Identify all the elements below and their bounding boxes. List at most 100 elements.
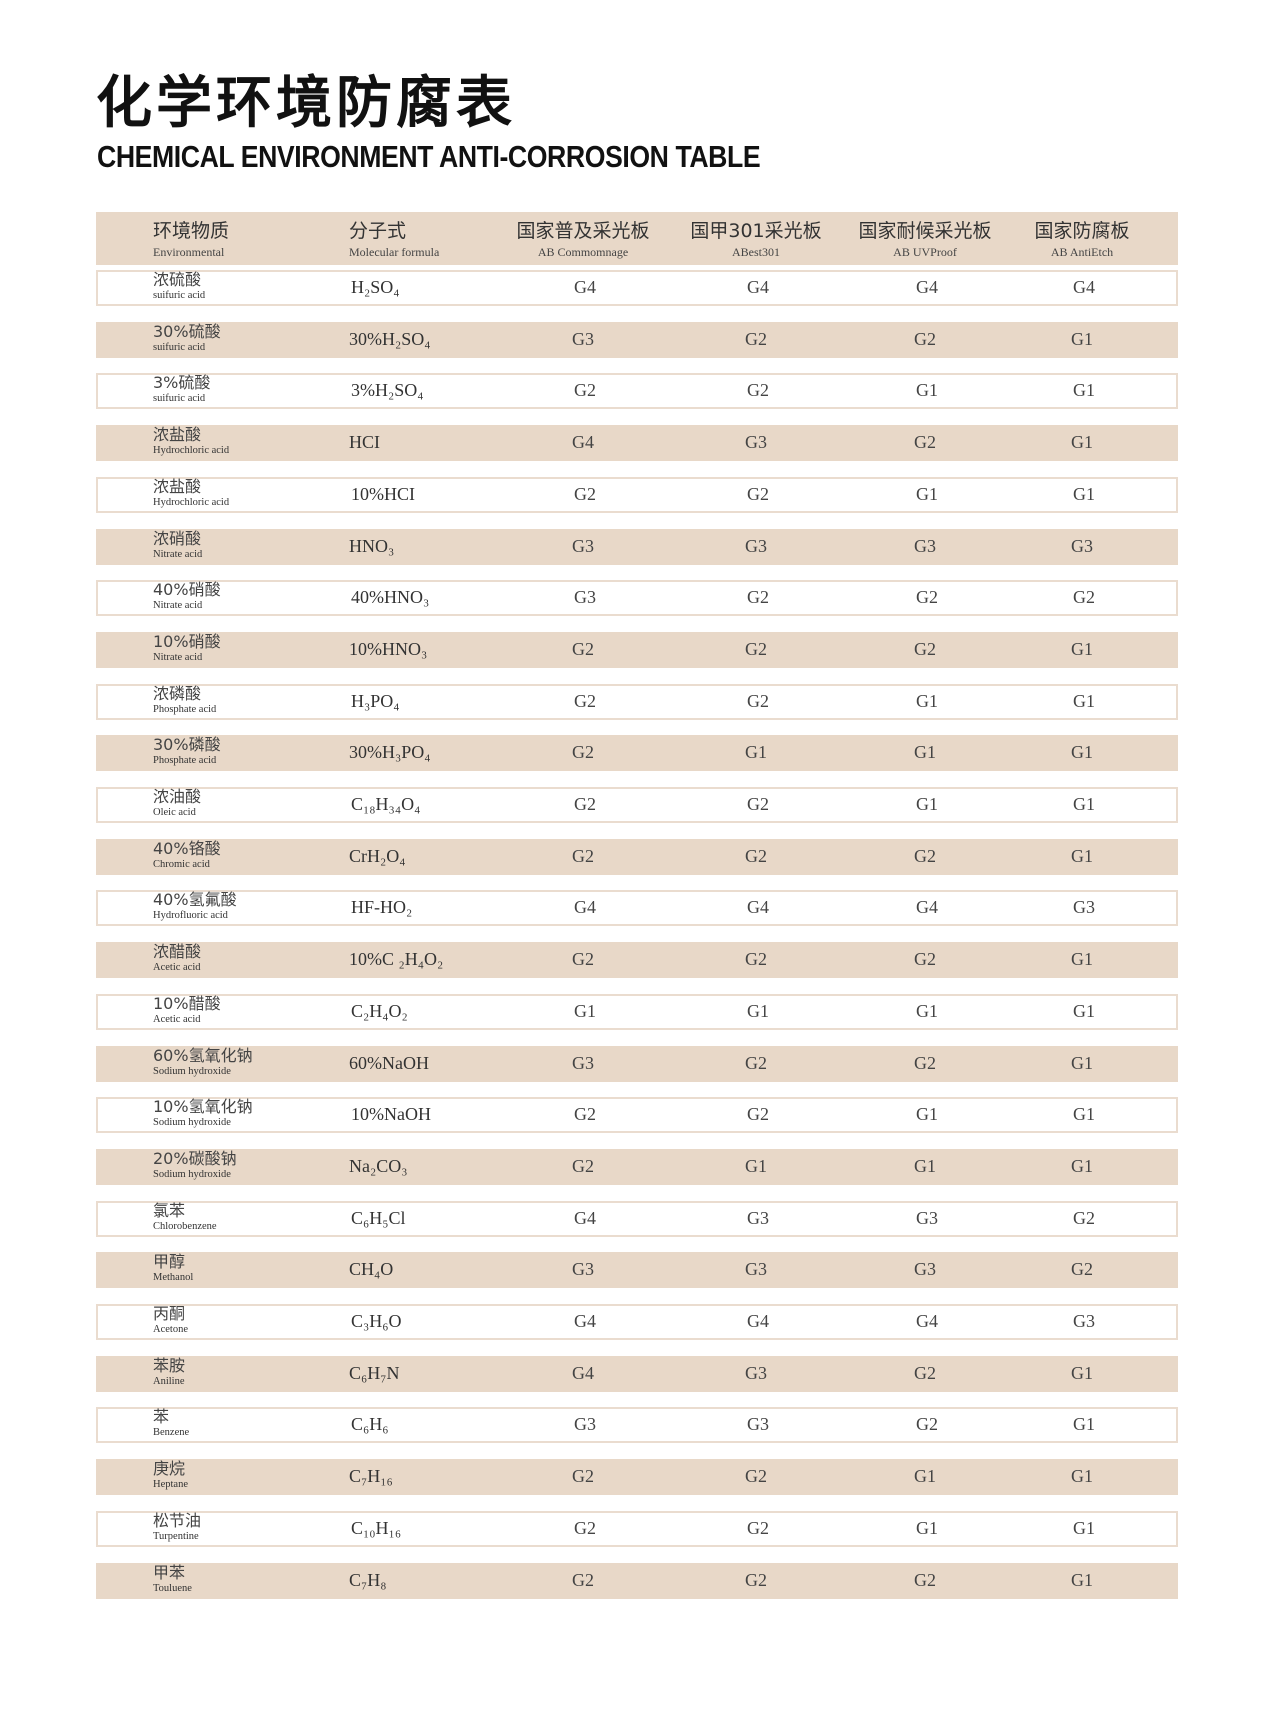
substance-name-cn: 40%硝酸: [153, 580, 221, 600]
grade-value: G2: [574, 380, 596, 401]
header-en: Environmental: [153, 245, 225, 259]
grade-value: G2: [745, 949, 767, 970]
molecular-formula: H₂SO₄: [351, 277, 400, 297]
grade-value: G1: [1071, 432, 1093, 453]
substance-name-cn: 30%磷酸: [153, 735, 221, 755]
molecular-formula: CrH₂O₄: [349, 845, 406, 866]
grade-value: G2: [745, 1052, 767, 1073]
grade-value: G1: [916, 794, 938, 814]
grade-value: G3: [747, 1414, 769, 1435]
substance-name-cn: 60%氢氧化钠: [153, 1045, 253, 1065]
table-row: 苯胺 Aniline C₆H₇N G4 G3 G2 G1: [96, 1355, 1178, 1392]
grade-value: G2: [916, 1414, 938, 1435]
header-cn: 国甲301采光板: [690, 220, 822, 242]
substance-name-en: Nitrate acid: [153, 600, 203, 612]
substance-name-en: Chlorobenzene: [153, 1220, 217, 1232]
molecular-formula: 30%H₂SO₄: [349, 328, 431, 349]
grade-value: G1: [1071, 638, 1093, 659]
substance-name-cn: 庚烷: [153, 1459, 186, 1479]
grade-value: G1: [1073, 380, 1095, 401]
grade-value: G2: [572, 742, 594, 763]
grade-value: G3: [572, 1259, 594, 1280]
table-row: 浓盐酸 Hydrochloric acid 10%HCI G2 G2 G1 G1: [96, 476, 1178, 513]
table-row: 30%磷酸 Phosphate acid 30%H₃PO₄ G2 G1 G1 G1: [96, 735, 1178, 772]
grade-value: G4: [574, 897, 596, 918]
grade-value: G1: [916, 1104, 938, 1125]
table-row: 30%硫酸 suifuric acid 30%H₂SO₄ G3 G2 G2 G1: [96, 321, 1178, 358]
grade-value: G1: [916, 690, 938, 711]
molecular-formula: 60%NaOH: [349, 1052, 429, 1073]
substance-name-cn: 浓硫酸: [153, 270, 202, 289]
grade-value: G4: [916, 1311, 938, 1331]
table-row: 庚烷 Heptane C₇H₁₆ G2 G2 G1 G1: [96, 1459, 1178, 1496]
substance-name-en: suifuric acid: [153, 393, 206, 405]
grade-value: G2: [914, 1052, 936, 1073]
grade-value: G1: [1071, 1052, 1093, 1073]
header-antietch: 国家防腐板 AB AntiEtch: [992, 212, 1172, 265]
substance-name-cn: 氯苯: [153, 1200, 186, 1220]
molecular-formula: C₇H₁₆: [349, 1466, 393, 1487]
grade-value: G2: [572, 1466, 594, 1487]
header-cn: 国家耐候采光板: [858, 220, 992, 242]
grade-value: G3: [745, 432, 767, 453]
molecular-formula: 10%NaOH: [351, 1104, 431, 1125]
table-row: 浓硫酸 suifuric acid H₂SO₄ G4 G4 G4 G4: [96, 270, 1178, 306]
grade-value: G1: [1071, 328, 1093, 349]
substance-name-cn: 30%硫酸: [153, 321, 221, 341]
substance-name-en: Hydrochloric acid: [153, 496, 230, 508]
header-cn: 国家普及采光板: [516, 220, 650, 242]
substance-name-en: Hydrochloric acid: [153, 445, 230, 457]
table-row: 浓醋酸 Acetic acid 10%C ₂H₄O₂ G2 G2 G2 G1: [96, 942, 1178, 979]
grade-value: G2: [747, 690, 769, 711]
grade-value: G1: [1073, 690, 1095, 711]
molecular-formula: HCI: [349, 432, 380, 453]
table-row: 甲苯 Touluene C₇H₈ G2 G2 G2 G1: [96, 1562, 1178, 1599]
grade-value: G3: [747, 1207, 769, 1228]
grade-value: G1: [1071, 1569, 1093, 1590]
substance-name-en: Sodium hydroxide: [153, 1065, 231, 1077]
grade-value: G1: [1073, 1517, 1095, 1538]
substance-name-cn: 苯: [153, 1407, 170, 1427]
molecular-formula: 40%HNO₃: [351, 587, 430, 608]
substance-name-en: Nitrate acid: [153, 548, 203, 560]
grade-value: G1: [1073, 794, 1095, 814]
grade-value: G3: [1073, 897, 1095, 918]
grade-value: G3: [574, 587, 596, 608]
substance-name-en: Touluene: [153, 1582, 192, 1594]
header-commomnage: 国家普及采光板 AB Commomnage: [493, 212, 673, 265]
grade-value: G3: [572, 328, 594, 349]
substance-name-en: Methanol: [153, 1272, 194, 1284]
table-row: 3%硫酸 suifuric acid 3%H₂SO₄ G2 G2 G1 G1: [96, 373, 1178, 410]
grade-value: G3: [914, 535, 936, 556]
substance-name-en: Oleic acid: [153, 807, 196, 818]
grade-value: G2: [914, 328, 936, 349]
grade-value: G2: [916, 587, 938, 608]
table-row: 10%醋酸 Acetic acid C₂H₄O₂ G1 G1 G1 G1: [96, 993, 1178, 1030]
grade-value: G1: [914, 742, 936, 763]
molecular-formula: 3%H₂SO₄: [351, 380, 424, 401]
header-abest301: 国甲301采光板 ABest301: [666, 212, 846, 265]
grade-value: G2: [747, 794, 769, 814]
grade-value: G4: [1073, 277, 1095, 297]
substance-name-cn: 浓盐酸: [153, 476, 202, 496]
grade-value: G4: [572, 432, 594, 453]
grade-value: G3: [574, 1414, 596, 1435]
grade-value: G2: [574, 483, 596, 504]
substance-name-cn: 浓磷酸: [153, 683, 202, 703]
grade-value: G3: [745, 1362, 767, 1383]
grade-value: G2: [574, 1517, 596, 1538]
table-header: 环境物质 Environmental 分子式 Molecular formula…: [96, 212, 1178, 265]
substance-name-cn: 甲醇: [153, 1252, 186, 1272]
grade-value: G3: [572, 535, 594, 556]
grade-value: G1: [916, 483, 938, 504]
molecular-formula: 10%C ₂H₄O₂: [349, 949, 444, 970]
substance-name-en: Benzene: [153, 1427, 190, 1439]
molecular-formula: CH₄O: [349, 1259, 394, 1280]
page-subtitle: CHEMICAL ENVIRONMENT ANTI-CORROSION TABL…: [97, 139, 761, 174]
substance-name-cn: 苯胺: [153, 1355, 186, 1375]
table-row: 40%铬酸 Chromic acid CrH₂O₄ G2 G2 G2 G1: [96, 838, 1178, 875]
molecular-formula: C₇H₈: [349, 1569, 387, 1590]
grade-value: G3: [572, 1052, 594, 1073]
grade-value: G1: [1073, 483, 1095, 504]
substance-name-en: Chromic acid: [153, 858, 210, 870]
